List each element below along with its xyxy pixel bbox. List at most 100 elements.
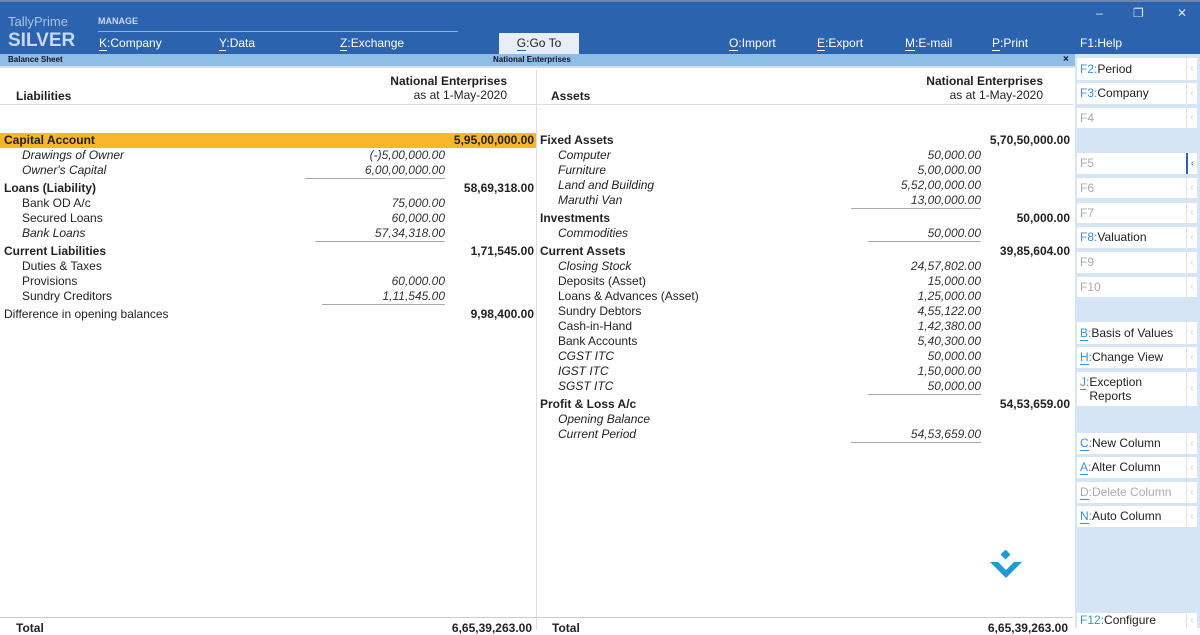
- chevron-left-icon[interactable]: ‹: [1186, 372, 1197, 406]
- chevron-left-icon[interactable]: ‹: [1186, 506, 1197, 527]
- chevron-left-icon[interactable]: ‹: [1186, 433, 1197, 454]
- ledger-row-igst-itc[interactable]: IGST ITC 1,50,000.00: [536, 364, 1072, 379]
- button-label: Delete Column: [1092, 485, 1172, 499]
- chevron-left-icon[interactable]: ‹: [1186, 227, 1197, 248]
- ledger-row-land-and-building[interactable]: Land and Building 5,52,00,000.00: [536, 178, 1072, 193]
- sidebar-button-f5[interactable]: F5 ‹: [1077, 153, 1197, 174]
- row-name: Opening Balance: [558, 412, 651, 426]
- minimize-icon[interactable]: –: [1096, 6, 1103, 20]
- chevron-left-icon[interactable]: ‹: [1186, 252, 1197, 273]
- menu-import[interactable]: O:Import: [729, 36, 776, 51]
- sidebar-button-f4[interactable]: F4 ‹: [1077, 108, 1197, 128]
- chevron-left-icon[interactable]: ‹: [1186, 203, 1197, 223]
- restore-icon[interactable]: ❐: [1133, 6, 1144, 20]
- group-row-capital-account[interactable]: Capital Account 5,95,00,000.00: [0, 133, 536, 148]
- menu-print[interactable]: P:Print: [992, 36, 1029, 51]
- sidebar-button-b[interactable]: B:Basis of Values ‹: [1077, 322, 1197, 344]
- group-row-investments[interactable]: Investments 50,000.00: [536, 211, 1072, 226]
- sidebar-button-f3[interactable]: F3:Company ‹: [1077, 83, 1197, 104]
- chevron-left-icon[interactable]: ‹: [1186, 153, 1197, 174]
- ledger-row-closing-stock[interactable]: Closing Stock 24,57,802.00: [536, 259, 1072, 274]
- menu-company[interactable]: K:Company: [99, 36, 162, 51]
- sidebar-button-f7[interactable]: F7 ‹: [1077, 203, 1197, 223]
- group-row-difference-in-opening-balances[interactable]: Difference in opening balances 9,98,400.0…: [0, 307, 536, 322]
- group-row-current-assets[interactable]: Current Assets 39,85,604.00: [536, 244, 1072, 259]
- ledger-row-sundry-creditors[interactable]: Sundry Creditors 1,11,545.00: [0, 289, 536, 305]
- liabilities-company-header: National Enterprises as at 1-May-2020: [390, 74, 507, 102]
- ledger-row-furniture[interactable]: Furniture 5,00,000.00: [536, 163, 1072, 178]
- ledger-row-commodities[interactable]: Commodities 50,000.00: [536, 226, 1072, 242]
- sidebar-button-f10[interactable]: F10 ‹: [1077, 277, 1197, 297]
- chevron-left-icon[interactable]: ‹: [1186, 482, 1197, 503]
- chevron-left-icon[interactable]: ‹: [1186, 347, 1197, 368]
- chevron-left-icon[interactable]: ‹: [1186, 178, 1197, 198]
- sidebar-button-f12[interactable]: F12:Configure ‹: [1077, 613, 1197, 628]
- chevron-left-icon[interactable]: ‹: [1186, 83, 1197, 104]
- row-name: Closing Stock: [558, 259, 632, 273]
- sidebar-button-f2[interactable]: F2:Period ‹: [1077, 58, 1197, 80]
- ledger-row-sundry-debtors[interactable]: Sundry Debtors 4,55,122.00: [536, 304, 1072, 319]
- ledger-row-cash-in-hand[interactable]: Cash-in-Hand 1,42,380.00: [536, 319, 1072, 334]
- ledger-row-maruthi-van[interactable]: Maruthi Van 13,00,000.00: [536, 193, 1072, 209]
- ledger-amount: 1,11,545.00: [322, 289, 445, 305]
- group-row-profit-loss-a-c[interactable]: Profit & Loss A/c 54,53,659.00: [536, 397, 1072, 412]
- chevron-left-icon[interactable]: ‹: [1186, 277, 1197, 297]
- ledger-amount: 75,000.00: [391, 196, 445, 210]
- manage-label: MANAGE: [98, 16, 138, 26]
- ledger-row-loans-advances-asset[interactable]: Loans & Advances (Asset) 1,25,000.00: [536, 289, 1072, 304]
- ledger-row-computer[interactable]: Computer 50,000.00: [536, 148, 1072, 163]
- chevron-left-icon[interactable]: ‹: [1186, 322, 1197, 344]
- close-report-icon[interactable]: ×: [1063, 54, 1069, 65]
- row-name: Maruthi Van: [558, 193, 623, 207]
- chevron-left-icon[interactable]: ‹: [1186, 457, 1197, 478]
- group-row-current-liabilities[interactable]: Current Liabilities 1,71,545.00: [0, 244, 536, 259]
- ledger-row-duties-taxes[interactable]: Duties & Taxes: [0, 259, 536, 274]
- sidebar-button-c[interactable]: C:New Column ‹: [1077, 433, 1197, 454]
- assets-total: 6,65,39,263.00: [987, 621, 1068, 635]
- sidebar-button-h[interactable]: H:Change View ‹: [1077, 347, 1197, 368]
- chevron-left-icon[interactable]: ‹: [1186, 58, 1197, 80]
- sidebar-button-j[interactable]: J:Exception Reports ‹: [1077, 372, 1197, 406]
- ledger-row-provisions[interactable]: Provisions 60,000.00: [0, 274, 536, 289]
- ledger-row-bank-od-a-c[interactable]: Bank OD A/c 75,000.00: [0, 196, 536, 211]
- menu-data[interactable]: Y:Data: [219, 36, 256, 51]
- chevron-left-icon[interactable]: ‹: [1186, 108, 1197, 128]
- report-body: Liabilities National Enterprises as at 1-…: [0, 66, 1075, 630]
- liabilities-total: 6,65,39,263.00: [451, 621, 532, 635]
- menu-export[interactable]: E:Export: [817, 36, 864, 51]
- ledger-row-bank-accounts[interactable]: Bank Accounts 5,40,300.00: [536, 334, 1072, 349]
- ledger-row-deposits-asset[interactable]: Deposits (Asset) 15,000.00: [536, 274, 1072, 289]
- sidebar-button-f9[interactable]: F9 ‹: [1077, 252, 1197, 273]
- row-name: Commodities: [558, 226, 629, 240]
- sidebar-button-a[interactable]: A:Alter Column ‹: [1077, 457, 1197, 478]
- chevron-left-icon[interactable]: ‹: [1186, 613, 1197, 628]
- shortcut-key: F12:: [1080, 613, 1105, 627]
- ledger-row-bank-loans[interactable]: Bank Loans 57,34,318.00: [0, 226, 536, 242]
- button-label: Auto Column: [1092, 509, 1162, 523]
- goto-button[interactable]: G:Go To: [499, 33, 579, 54]
- ledger-row-drawings-of-owner[interactable]: Drawings of Owner (-)5,00,000.00: [0, 148, 536, 163]
- row-name: Furniture: [558, 163, 607, 177]
- menu-email[interactable]: M:E-mail: [905, 36, 953, 51]
- sidebar-button-f8[interactable]: F8:Valuation ‹: [1077, 227, 1197, 248]
- ledger-row-opening-balance[interactable]: Opening Balance: [536, 412, 1072, 427]
- sidebar-button-d[interactable]: D:Delete Column ‹: [1077, 482, 1197, 503]
- ledger-row-owner-s-capital[interactable]: Owner's Capital 6,00,00,000.00: [0, 163, 536, 179]
- row-name: Land and Building: [558, 178, 655, 192]
- group-row-fixed-assets[interactable]: Fixed Assets 5,70,50,000.00: [536, 133, 1072, 148]
- row-name: Drawings of Owner: [22, 148, 125, 162]
- close-window-icon[interactable]: ✕: [1177, 6, 1188, 20]
- menu-exchange[interactable]: Z:Exchange: [340, 36, 405, 51]
- group-row-loans-liability[interactable]: Loans (Liability) 58,69,318.00: [0, 181, 536, 196]
- ledger-row-secured-loans[interactable]: Secured Loans 60,000.00: [0, 211, 536, 226]
- sidebar-button-f6[interactable]: F6 ‹: [1077, 178, 1197, 198]
- shortcut-key: D:: [1080, 485, 1093, 500]
- ledger-row-cgst-itc[interactable]: CGST ITC 50,000.00: [536, 349, 1072, 364]
- sidebar-button-n[interactable]: N:Auto Column ‹: [1077, 506, 1197, 527]
- menu-help[interactable]: F1:Help: [1080, 36, 1123, 50]
- row-name: Bank Loans: [22, 226, 86, 240]
- ledger-row-sgst-itc[interactable]: SGST ITC 50,000.00: [536, 379, 1072, 395]
- shortcut-key: F10: [1080, 280, 1101, 294]
- row-name: Owner's Capital: [22, 163, 107, 177]
- ledger-row-current-period[interactable]: Current Period 54,53,659.00: [536, 427, 1072, 443]
